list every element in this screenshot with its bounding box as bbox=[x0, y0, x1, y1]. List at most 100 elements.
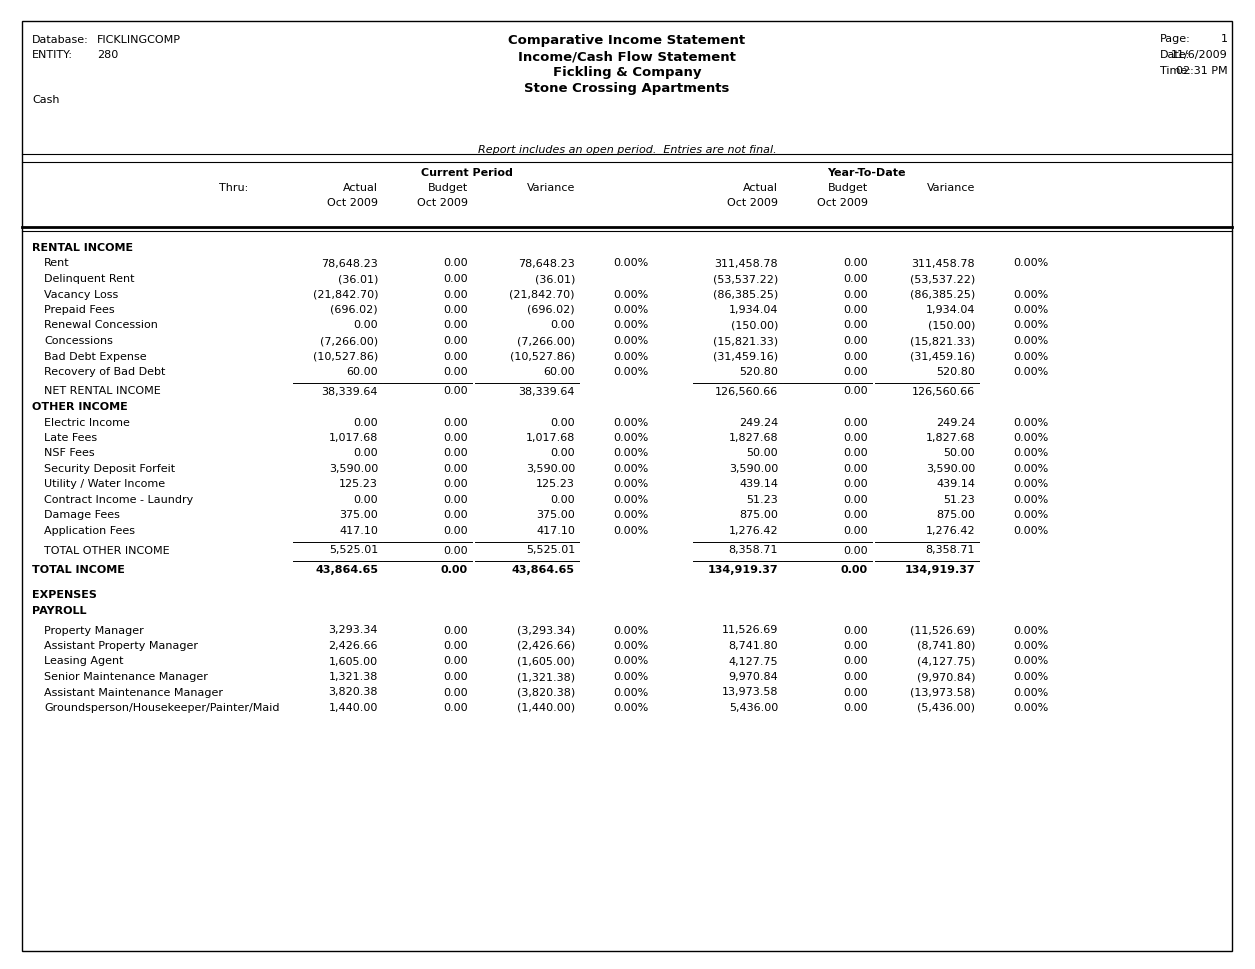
Text: 0.00%: 0.00% bbox=[1013, 432, 1048, 443]
Text: (10,527.86): (10,527.86) bbox=[312, 351, 378, 361]
Text: 8,358.71: 8,358.71 bbox=[925, 545, 975, 555]
Text: Actual: Actual bbox=[743, 183, 778, 193]
Text: 0.00%: 0.00% bbox=[1013, 304, 1048, 315]
Text: 0.00: 0.00 bbox=[551, 448, 575, 458]
Text: Electric Income: Electric Income bbox=[44, 417, 129, 427]
Text: 417.10: 417.10 bbox=[339, 525, 378, 536]
Text: 0.00: 0.00 bbox=[843, 448, 868, 458]
Text: 0.00%: 0.00% bbox=[612, 494, 648, 505]
Text: 1,827.68: 1,827.68 bbox=[728, 432, 778, 443]
Text: 0.00: 0.00 bbox=[843, 417, 868, 427]
Text: FICKLINGCOMP: FICKLINGCOMP bbox=[97, 35, 181, 45]
Text: 0.00%: 0.00% bbox=[1013, 351, 1048, 361]
Text: (7,266.00): (7,266.00) bbox=[320, 335, 378, 346]
Text: Fickling & Company: Fickling & Company bbox=[552, 66, 702, 78]
Text: Bad Debt Expense: Bad Debt Expense bbox=[44, 351, 147, 361]
Text: (36.01): (36.01) bbox=[535, 273, 575, 284]
Text: 0.00: 0.00 bbox=[843, 625, 868, 635]
Text: 0.00%: 0.00% bbox=[612, 703, 648, 712]
Text: PAYROLL: PAYROLL bbox=[31, 606, 87, 615]
Text: 0.00%: 0.00% bbox=[1013, 494, 1048, 505]
Text: Actual: Actual bbox=[343, 183, 378, 193]
Text: (9,970.84): (9,970.84) bbox=[916, 672, 975, 681]
Text: 9,970.84: 9,970.84 bbox=[728, 672, 778, 681]
Text: Oct 2009: Oct 2009 bbox=[727, 198, 778, 207]
Text: 249.24: 249.24 bbox=[936, 417, 975, 427]
Text: 0.00: 0.00 bbox=[443, 448, 468, 458]
Text: (696.02): (696.02) bbox=[330, 304, 378, 315]
Text: Security Deposit Forfeit: Security Deposit Forfeit bbox=[44, 463, 176, 474]
Text: 0.00: 0.00 bbox=[843, 641, 868, 650]
Text: 1,321.38: 1,321.38 bbox=[329, 672, 378, 681]
Text: 0.00%: 0.00% bbox=[1013, 625, 1048, 635]
Text: 126,560.66: 126,560.66 bbox=[911, 386, 975, 396]
Text: 3,590.00: 3,590.00 bbox=[729, 463, 778, 474]
Text: 0.00: 0.00 bbox=[441, 564, 468, 575]
Text: 0.00: 0.00 bbox=[443, 258, 468, 268]
Text: Variance: Variance bbox=[926, 183, 975, 193]
Text: 0.00: 0.00 bbox=[443, 641, 468, 650]
Text: 126,560.66: 126,560.66 bbox=[715, 386, 778, 396]
Text: 0.00%: 0.00% bbox=[1013, 510, 1048, 520]
Text: 875.00: 875.00 bbox=[739, 510, 778, 520]
Text: NET RENTAL INCOME: NET RENTAL INCOME bbox=[44, 386, 161, 396]
Text: 0.00%: 0.00% bbox=[612, 258, 648, 268]
Text: 60.00: 60.00 bbox=[346, 366, 378, 377]
Text: Prepaid Fees: Prepaid Fees bbox=[44, 304, 114, 315]
Text: 0.00%: 0.00% bbox=[1013, 417, 1048, 427]
Text: (15,821.33): (15,821.33) bbox=[713, 335, 778, 346]
Text: 311,458.78: 311,458.78 bbox=[911, 258, 975, 268]
Text: 0.00%: 0.00% bbox=[612, 335, 648, 346]
Text: 1,276.42: 1,276.42 bbox=[728, 525, 778, 536]
Text: Report includes an open period.  Entries are not final.: Report includes an open period. Entries … bbox=[478, 144, 777, 155]
Text: 0.00: 0.00 bbox=[843, 525, 868, 536]
Text: (3,293.34): (3,293.34) bbox=[517, 625, 575, 635]
Text: (53,537.22): (53,537.22) bbox=[910, 273, 975, 284]
Text: (8,741.80): (8,741.80) bbox=[916, 641, 975, 650]
Text: 0.00: 0.00 bbox=[443, 703, 468, 712]
Text: Recovery of Bad Debt: Recovery of Bad Debt bbox=[44, 366, 166, 377]
Text: 0.00%: 0.00% bbox=[612, 479, 648, 489]
Text: 375.00: 375.00 bbox=[536, 510, 575, 520]
Text: 0.00: 0.00 bbox=[443, 335, 468, 346]
Text: Delinquent Rent: Delinquent Rent bbox=[44, 273, 134, 284]
Text: 0.00: 0.00 bbox=[443, 510, 468, 520]
Text: 0.00: 0.00 bbox=[843, 366, 868, 377]
Text: 43,864.65: 43,864.65 bbox=[315, 564, 378, 575]
Text: 875.00: 875.00 bbox=[936, 510, 975, 520]
Text: 0.00%: 0.00% bbox=[612, 289, 648, 299]
Text: 0.00%: 0.00% bbox=[612, 320, 648, 330]
Text: (5,436.00): (5,436.00) bbox=[917, 703, 975, 712]
Text: Cash: Cash bbox=[31, 95, 59, 105]
Text: 1,934.04: 1,934.04 bbox=[728, 304, 778, 315]
Text: 8,358.71: 8,358.71 bbox=[728, 545, 778, 555]
Text: (21,842.70): (21,842.70) bbox=[510, 289, 575, 299]
Text: 0.00: 0.00 bbox=[843, 258, 868, 268]
Text: Contract Income - Laundry: Contract Income - Laundry bbox=[44, 494, 193, 505]
Text: 50.00: 50.00 bbox=[747, 448, 778, 458]
Text: 78,648.23: 78,648.23 bbox=[321, 258, 378, 268]
Text: 1: 1 bbox=[1221, 34, 1227, 44]
Text: Year-To-Date: Year-To-Date bbox=[827, 168, 906, 178]
Text: 125.23: 125.23 bbox=[339, 479, 378, 489]
Text: Current Period: Current Period bbox=[420, 168, 512, 178]
Text: 520.80: 520.80 bbox=[936, 366, 975, 377]
Text: RENTAL INCOME: RENTAL INCOME bbox=[31, 243, 133, 253]
Text: Thru:: Thru: bbox=[218, 183, 248, 193]
Text: 417.10: 417.10 bbox=[536, 525, 575, 536]
Text: 0.00%: 0.00% bbox=[1013, 258, 1048, 268]
Text: (13,973.58): (13,973.58) bbox=[910, 687, 975, 697]
Text: (1,605.00): (1,605.00) bbox=[517, 656, 575, 666]
Text: 0.00%: 0.00% bbox=[1013, 289, 1048, 299]
Text: Application Fees: Application Fees bbox=[44, 525, 136, 536]
Text: Property Manager: Property Manager bbox=[44, 625, 144, 635]
Text: 0.00: 0.00 bbox=[843, 335, 868, 346]
Text: 51.23: 51.23 bbox=[944, 494, 975, 505]
Text: 1,440.00: 1,440.00 bbox=[329, 703, 378, 712]
Text: Leasing Agent: Leasing Agent bbox=[44, 656, 123, 666]
Text: 0.00: 0.00 bbox=[443, 289, 468, 299]
Text: 0.00: 0.00 bbox=[551, 417, 575, 427]
Text: (4,127.75): (4,127.75) bbox=[916, 656, 975, 666]
Text: 0.00: 0.00 bbox=[443, 304, 468, 315]
Text: 0.00: 0.00 bbox=[443, 672, 468, 681]
